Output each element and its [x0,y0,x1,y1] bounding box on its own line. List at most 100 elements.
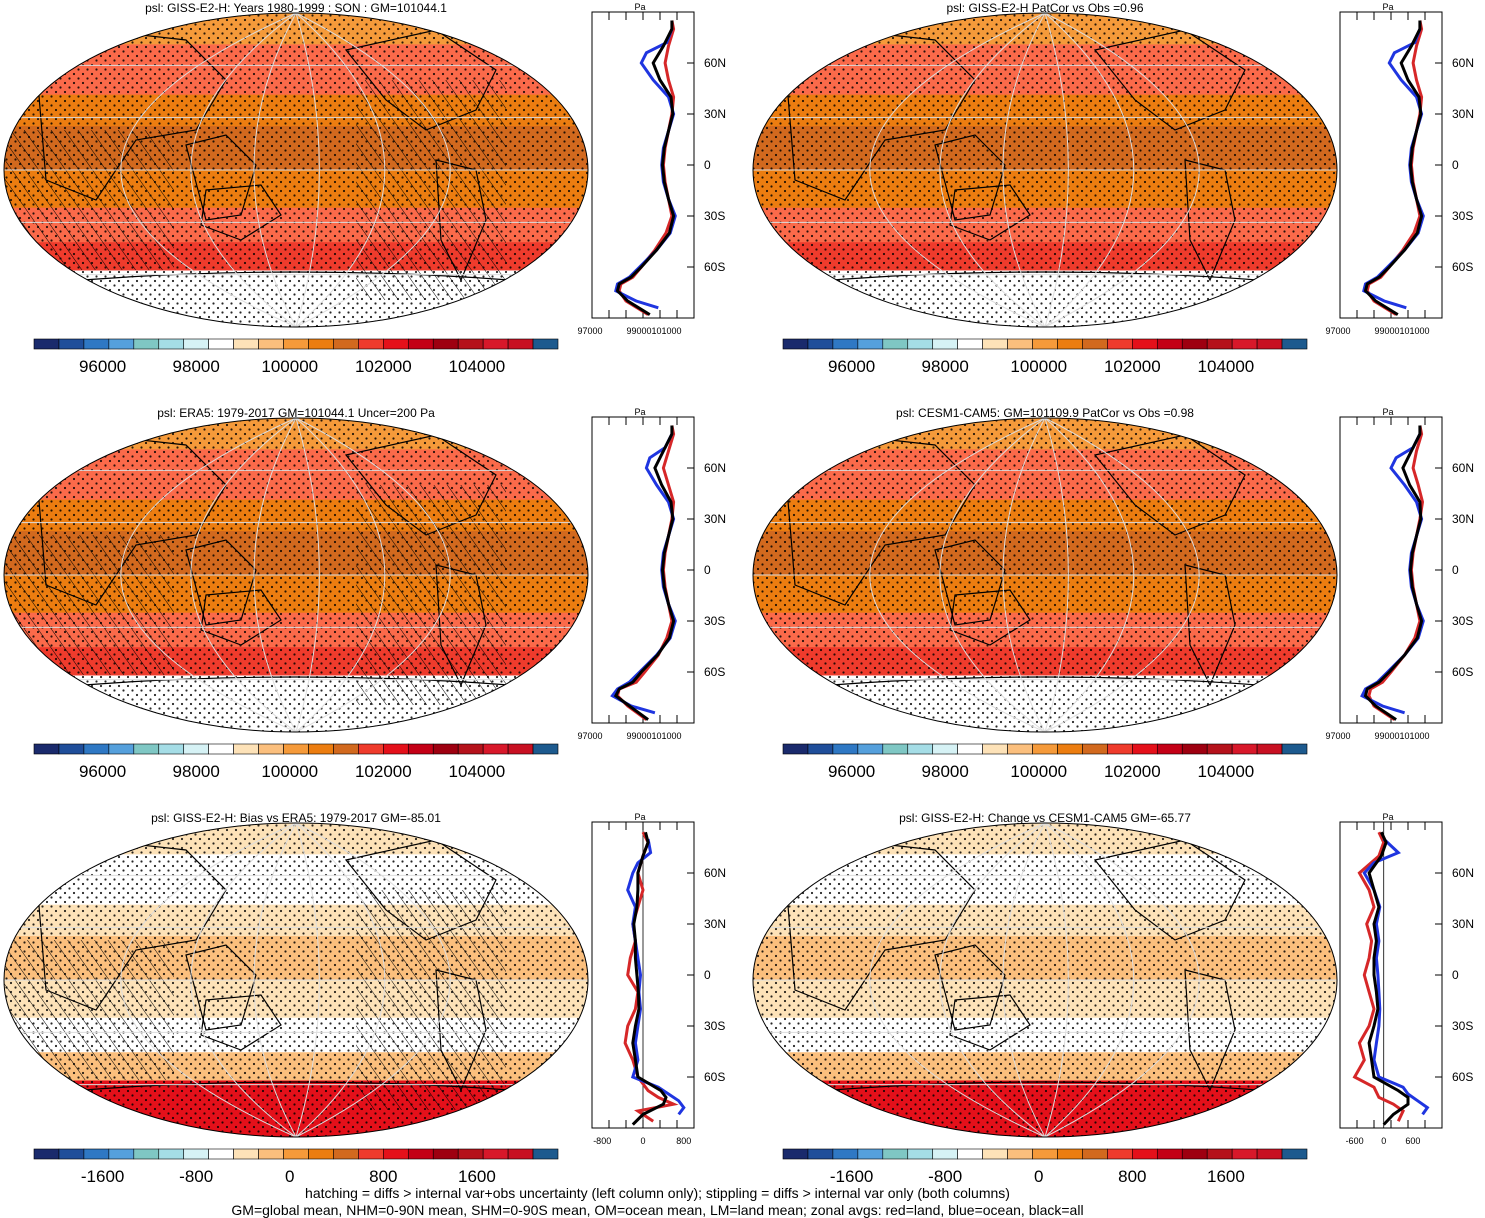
profile-lat-label: 30S [1452,1019,1473,1033]
profile-lat-label: 30S [704,209,725,223]
profile-series-all [615,20,676,316]
colorbar-label: -1600 [830,1167,873,1186]
colorbar-swatch [1206,1148,1233,1160]
profile-series-all [613,425,676,721]
colorbar-swatch [407,338,434,350]
profile-lat-label: 0 [1452,563,1459,577]
colorbar-swatch [1107,338,1133,350]
colorbar-label: 96000 [828,762,875,781]
profile-lat-label: 0 [704,968,711,982]
colorbar-swatch [33,338,60,350]
panel-top-left: psl: GISS-E2-H: Years 1980-1999 : SON : … [3,1,726,376]
profile-x-label: 0 [640,1136,645,1146]
colorbar-swatch [1132,1148,1158,1160]
colorbar-swatch [457,743,484,755]
profile-x-label: 600 [1405,1136,1420,1146]
graticule-lon [295,418,320,732]
profile-lat-label: 0 [704,158,711,172]
colorbar-swatch [982,1148,1008,1160]
colorbar-label: 98000 [173,762,220,781]
map [753,13,1337,327]
colorbar-swatch [258,338,284,350]
colorbar-swatch [982,743,1008,755]
map-border [752,417,1338,733]
profile-x-label: 99000101000 [626,326,681,336]
profile-lat-label: 60N [1452,461,1474,475]
colorbar-label: 96000 [79,762,126,781]
colorbar-swatch [1007,1148,1033,1160]
colorbar-swatch [482,1148,509,1160]
graticule-lon [120,13,297,327]
hatching [356,80,506,300]
graticule-lon [120,418,297,732]
profile-series-land [615,425,676,721]
colorbar-label: 800 [1118,1167,1146,1186]
profile-x-label: 99000101000 [1374,326,1429,336]
colorbar-swatch [1007,338,1033,350]
graticule-lon [1002,823,1046,1137]
profile-x-label: -800 [593,1136,611,1146]
colorbar-swatch [832,1148,859,1160]
colorbar-swatch [457,338,484,350]
profile-lat-label: 30N [704,107,726,121]
profile-series-land [1352,831,1405,1122]
graticule-lon [190,13,297,327]
colorbar-swatch [932,338,958,350]
colorbar-label: 100000 [261,357,318,376]
colorbar-swatch [133,1148,160,1160]
colorbar-swatch [907,338,934,350]
graticule-lon [295,13,386,327]
profile-lat-label: 0 [704,563,711,577]
colorbar-swatch [507,1148,534,1160]
colorbar-label: 102000 [1104,357,1161,376]
graticule-lon [939,13,1046,327]
graticule-lon [253,823,297,1137]
colorbar-label: 102000 [355,762,412,781]
colorbar-swatch [308,743,334,755]
colorbar-swatch [1082,743,1108,755]
colorbar-swatch [108,743,135,755]
footer-line-2: GM=global mean, NHM=0-90N mean, SHM=0-90… [231,1202,1084,1218]
profile-x-label: -600 [1346,1136,1364,1146]
map [4,13,588,327]
colorbar-swatch [158,743,185,755]
graticule-lon [295,13,320,327]
graticule-lon [1002,418,1046,732]
colorbar-swatch [957,338,983,350]
map-border [752,822,1338,1138]
graticule-lon [1044,13,1135,327]
colorbar-swatch [1007,743,1033,755]
colorbar-swatch [33,1148,60,1160]
colorbar-label: 1600 [458,1167,496,1186]
colorbar-swatch [432,338,459,350]
profile-frame [591,416,695,724]
colorbar-swatch [1281,743,1308,755]
graticule-lon [1044,418,1135,732]
profile-unit: Pa [1382,2,1393,12]
colorbar-swatch [208,1148,234,1160]
profile-x-label: 97000 [577,731,602,741]
colorbar-swatch [407,743,434,755]
colorbar-swatch [857,1148,884,1160]
colorbar-label: -800 [179,1167,213,1186]
colorbar-swatch [1231,1148,1258,1160]
profile-series-ocean [1362,837,1430,1116]
colorbar-label: -1600 [81,1167,124,1186]
colorbar-swatch [1156,743,1183,755]
panel-title: psl: GISS-E2-H: Change vs CESM1-CAM5 GM=… [899,811,1191,825]
colorbar-swatch [1281,338,1308,350]
graticule-lon [1044,823,1069,1137]
colorbar-swatch [383,1148,409,1160]
graticule-lon [295,418,386,732]
colorbar-label: 0 [285,1167,294,1186]
graticule-lon [295,418,451,732]
profile-lat-label: 30N [1452,512,1474,526]
colorbar-swatch [1057,743,1083,755]
profile-x-label: 800 [676,1136,691,1146]
profile-series-all [1367,831,1410,1126]
colorbar-swatch [507,743,534,755]
profile-series-land [1367,425,1425,721]
colorbar-swatch [208,743,234,755]
map [4,418,588,732]
colorbar-swatch [1281,1148,1308,1160]
